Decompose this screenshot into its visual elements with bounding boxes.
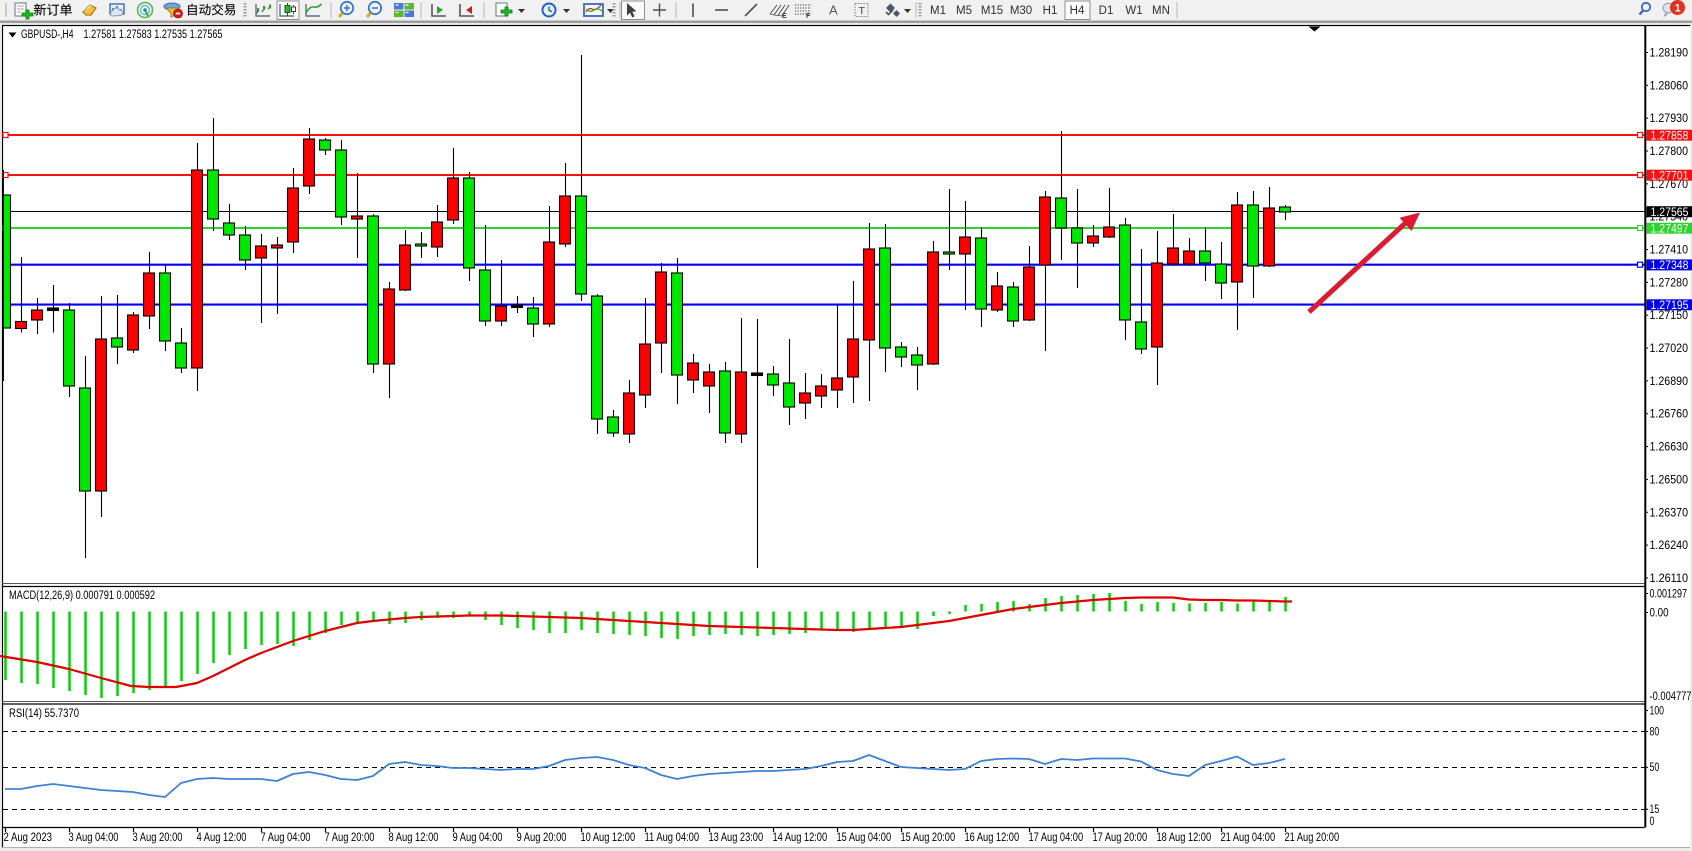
svg-text:0.00: 0.00 — [1650, 608, 1669, 620]
svg-text:1.26370: 1.26370 — [1650, 507, 1689, 519]
svg-text:1: 1 — [1674, 3, 1680, 15]
svg-text:D1: D1 — [1099, 5, 1114, 17]
svg-text:M30: M30 — [1010, 5, 1032, 17]
svg-text:7 Aug 20:00: 7 Aug 20:00 — [325, 832, 375, 844]
svg-text:3 Aug 20:00: 3 Aug 20:00 — [133, 832, 183, 844]
svg-text:2 Aug 2023: 2 Aug 2023 — [4, 832, 53, 844]
svg-text:1.26240: 1.26240 — [1650, 540, 1689, 552]
svg-text:M5: M5 — [956, 5, 972, 17]
svg-text:1.28190: 1.28190 — [1650, 48, 1689, 60]
svg-text:1.27150: 1.27150 — [1650, 310, 1689, 322]
svg-text:-0.004777: -0.004777 — [1650, 691, 1692, 703]
svg-text:15 Aug 20:00: 15 Aug 20:00 — [901, 832, 956, 844]
svg-text:MACD(12,26,9) 0.000791 0.00059: MACD(12,26,9) 0.000791 0.000592 — [9, 590, 155, 602]
svg-text:1.27858: 1.27858 — [1651, 131, 1689, 143]
svg-text:21 Aug 20:00: 21 Aug 20:00 — [1285, 832, 1340, 844]
svg-text:1.27800: 1.27800 — [1650, 146, 1689, 158]
svg-text:21 Aug 04:00: 21 Aug 04:00 — [1221, 832, 1276, 844]
svg-text:7 Aug 04:00: 7 Aug 04:00 — [261, 832, 311, 844]
svg-text:H1: H1 — [1043, 5, 1058, 17]
svg-text:0: 0 — [1650, 816, 1655, 828]
svg-text:1.27410: 1.27410 — [1650, 245, 1689, 257]
svg-text:9 Aug 04:00: 9 Aug 04:00 — [453, 832, 503, 844]
svg-text:17 Aug 20:00: 17 Aug 20:00 — [1093, 832, 1148, 844]
svg-text:T: T — [859, 5, 866, 17]
svg-text:3 Aug 04:00: 3 Aug 04:00 — [69, 832, 119, 844]
svg-text:1.27930: 1.27930 — [1650, 113, 1689, 125]
svg-text:16 Aug 12:00: 16 Aug 12:00 — [965, 832, 1020, 844]
svg-text:1.27701: 1.27701 — [1651, 171, 1689, 183]
svg-text:14 Aug 12:00: 14 Aug 12:00 — [773, 832, 828, 844]
svg-text:H4: H4 — [1070, 5, 1085, 17]
svg-text:11 Aug 04:00: 11 Aug 04:00 — [645, 832, 700, 844]
svg-text:1.27497: 1.27497 — [1651, 224, 1689, 236]
svg-text:100: 100 — [1650, 706, 1665, 718]
svg-text:1.27565: 1.27565 — [1651, 207, 1689, 219]
svg-text:A: A — [829, 3, 838, 18]
svg-text:1.27670: 1.27670 — [1650, 179, 1689, 191]
svg-text:10 Aug 12:00: 10 Aug 12:00 — [581, 832, 636, 844]
svg-text:1.26890: 1.26890 — [1650, 376, 1689, 388]
svg-text:F: F — [806, 13, 811, 20]
svg-text:17 Aug 04:00: 17 Aug 04:00 — [1029, 832, 1084, 844]
svg-text:4 Aug 12:00: 4 Aug 12:00 — [197, 832, 247, 844]
svg-text:E: E — [782, 13, 787, 20]
svg-text:13 Aug 23:00: 13 Aug 23:00 — [709, 832, 764, 844]
svg-text:1.26500: 1.26500 — [1650, 474, 1689, 486]
svg-text:1.27280: 1.27280 — [1650, 277, 1689, 289]
svg-text:M15: M15 — [981, 5, 1003, 17]
svg-text:9 Aug 20:00: 9 Aug 20:00 — [517, 832, 567, 844]
svg-text:1.27348: 1.27348 — [1651, 260, 1689, 272]
svg-text:1.27195: 1.27195 — [1651, 300, 1689, 312]
svg-text:W1: W1 — [1125, 5, 1142, 17]
svg-text:15: 15 — [1650, 804, 1660, 816]
svg-text:GBPUSD-,H4: GBPUSD-,H4 — [21, 29, 74, 41]
svg-text:0.001297: 0.001297 — [1650, 589, 1688, 601]
svg-text:80: 80 — [1650, 727, 1660, 739]
svg-text:1.28060: 1.28060 — [1650, 80, 1689, 92]
svg-text:MN: MN — [1152, 5, 1170, 17]
svg-text:1.26760: 1.26760 — [1650, 409, 1689, 421]
svg-text:RSI(14) 55.7370: RSI(14) 55.7370 — [9, 708, 79, 720]
svg-text:18 Aug 12:00: 18 Aug 12:00 — [1157, 832, 1212, 844]
svg-text:15 Aug 04:00: 15 Aug 04:00 — [837, 832, 892, 844]
svg-text:1.26110: 1.26110 — [1650, 573, 1689, 585]
svg-text:1.27020: 1.27020 — [1650, 343, 1689, 355]
svg-text:M1: M1 — [930, 5, 946, 17]
svg-text:1.27581 1.27583 1.27535 1.2756: 1.27581 1.27583 1.27535 1.27565 — [84, 29, 223, 41]
svg-text:8 Aug 12:00: 8 Aug 12:00 — [389, 832, 439, 844]
svg-text:1.26630: 1.26630 — [1650, 442, 1689, 454]
svg-text:50: 50 — [1650, 762, 1660, 774]
